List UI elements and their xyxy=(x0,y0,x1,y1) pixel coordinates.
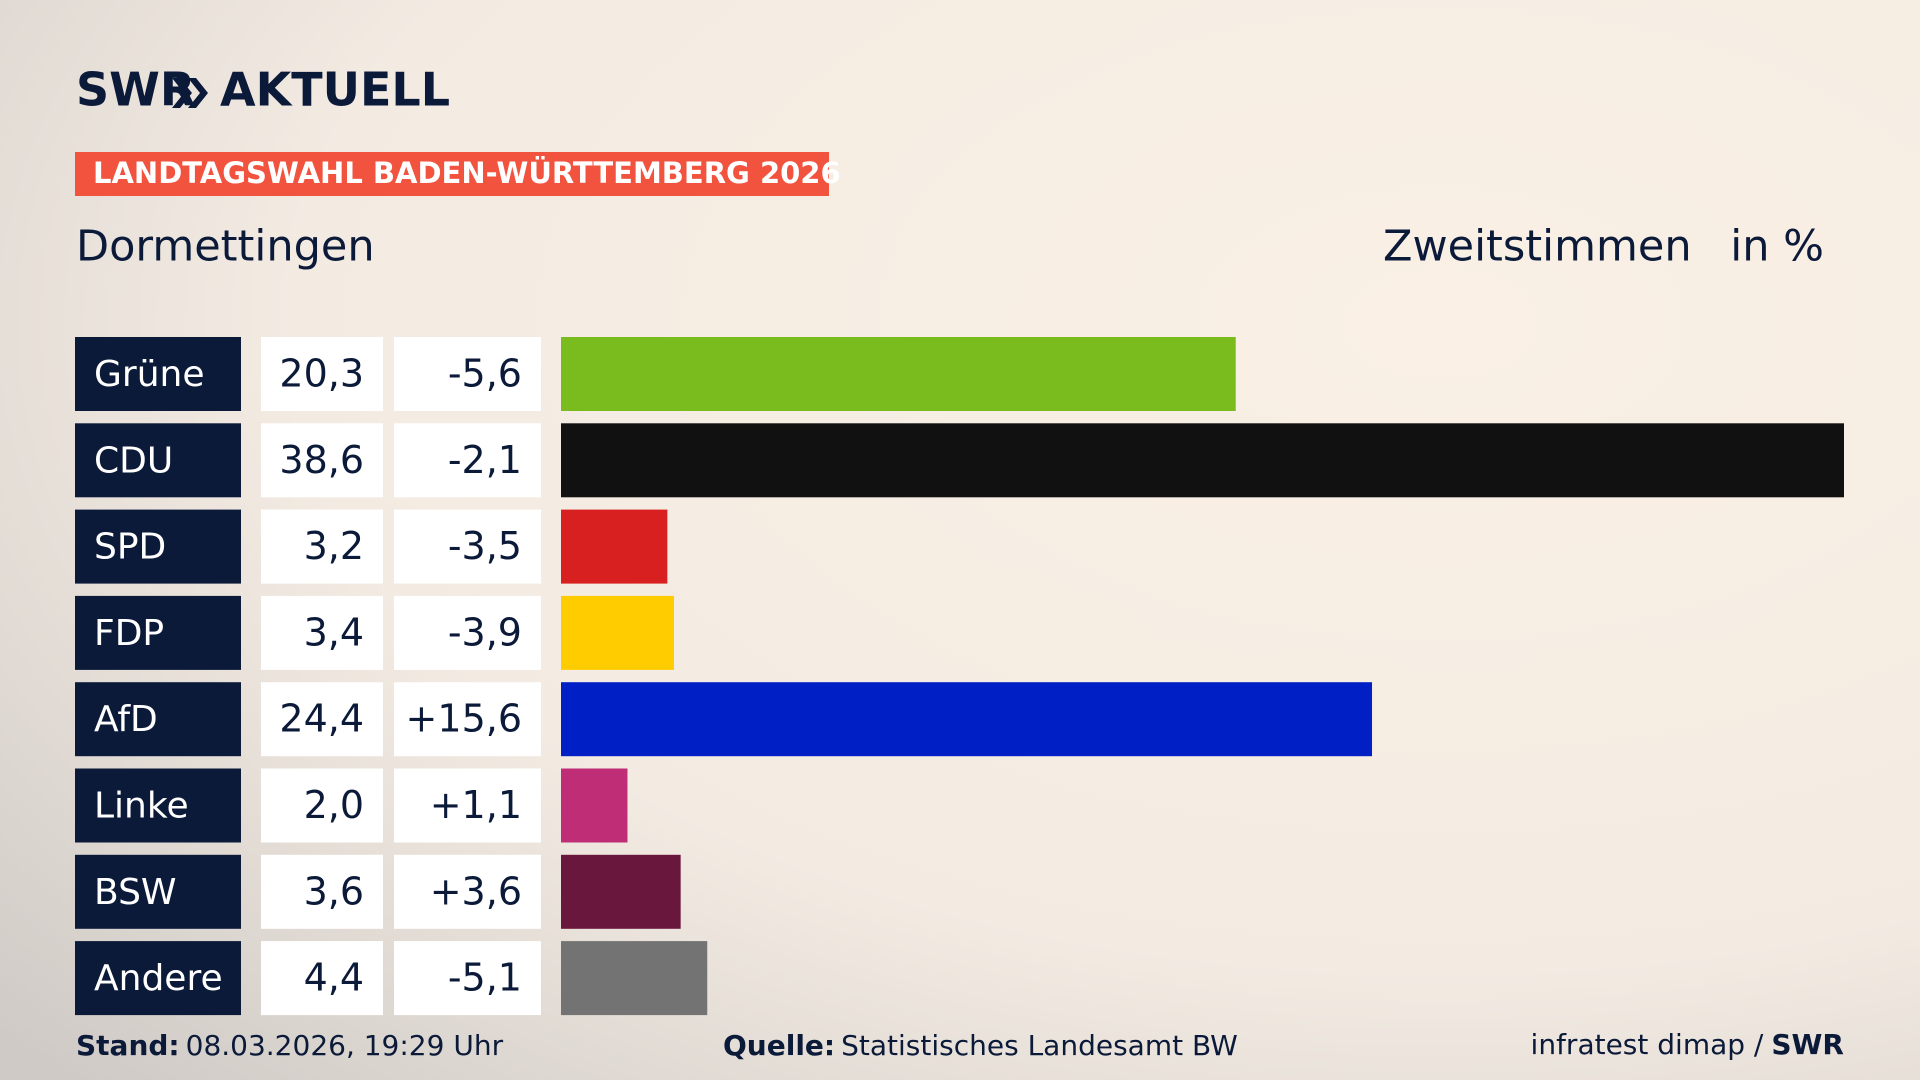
value-label: 24,4 xyxy=(279,697,364,741)
bar xyxy=(561,682,1373,757)
party-box xyxy=(75,941,241,1016)
banner: LANDTAGSWAHL BADEN-WÜRTTEMBERG 2026 xyxy=(93,156,841,190)
value-label: 20,3 xyxy=(279,352,364,396)
value-label: 3,2 xyxy=(304,524,364,568)
value-box xyxy=(261,941,383,1016)
logo-chevrons xyxy=(172,78,208,108)
party-name: Grüne xyxy=(94,354,204,395)
value-label: 3,6 xyxy=(304,869,364,913)
party-box xyxy=(75,595,241,670)
banner-box xyxy=(75,152,829,196)
measure: Zweitstimmen xyxy=(1383,222,1692,272)
value-label: 38,6 xyxy=(279,438,364,482)
bar xyxy=(561,941,708,1016)
party-box xyxy=(75,682,241,757)
credit-brand: SWR xyxy=(1771,1028,1844,1061)
party-box xyxy=(75,337,241,411)
change-label: -2,1 xyxy=(448,438,522,482)
party-box xyxy=(75,509,241,584)
party-box xyxy=(75,854,241,929)
change-label: +3,6 xyxy=(430,869,522,913)
value-box xyxy=(261,337,383,411)
bar xyxy=(561,854,681,929)
change-box xyxy=(394,941,541,1016)
bar xyxy=(561,595,675,670)
stand-value: 08.03.2026, 19:29 Uhr xyxy=(186,1029,504,1062)
value-box xyxy=(261,423,383,498)
logo: SWR AKTUELL xyxy=(76,63,450,117)
party-name: BSW xyxy=(94,872,177,913)
party-name: CDU xyxy=(94,440,173,481)
change-box xyxy=(394,595,541,670)
credit: infratest dimap / SWR xyxy=(1531,1028,1844,1061)
bar xyxy=(561,768,628,843)
source: Quelle: Statistisches Landesamt BW xyxy=(723,1029,1238,1062)
change-label: -5,1 xyxy=(448,956,522,1000)
value-box xyxy=(261,595,383,670)
source-value: Statistisches Landesamt BW xyxy=(841,1029,1238,1062)
value-label: 4,4 xyxy=(304,956,364,1000)
party-box xyxy=(75,423,241,498)
logo-product: AKTUELL xyxy=(220,63,450,117)
value-label: 2,0 xyxy=(304,783,364,827)
change-label: -3,5 xyxy=(448,524,522,568)
change-box xyxy=(394,423,541,498)
change-label: +15,6 xyxy=(406,697,522,741)
party-name: Andere xyxy=(94,958,223,999)
change-box xyxy=(394,854,541,929)
party-name: Linke xyxy=(94,786,189,827)
title: Dormettingen xyxy=(76,222,375,272)
party-name: FDP xyxy=(94,613,164,654)
unit: in % xyxy=(1730,222,1824,272)
party-name: AfD xyxy=(94,699,158,740)
party-name: SPD xyxy=(94,527,166,568)
change-label: +1,1 xyxy=(430,783,522,827)
party-box xyxy=(75,768,241,843)
value-box xyxy=(261,768,383,843)
value-box xyxy=(261,854,383,929)
bar xyxy=(561,423,1844,498)
source-label: Quelle: xyxy=(723,1029,835,1062)
value-box xyxy=(261,509,383,584)
bar xyxy=(561,337,1236,411)
change-label: -3,9 xyxy=(448,610,522,654)
change-box xyxy=(394,337,541,411)
value-label: 3,4 xyxy=(304,610,364,654)
stand-label: Stand: xyxy=(76,1029,180,1062)
stand: Stand: 08.03.2026, 19:29 Uhr xyxy=(76,1029,504,1062)
change-box xyxy=(394,509,541,584)
logo-brand: SWR xyxy=(76,63,195,117)
change-box xyxy=(394,682,541,757)
change-label: -5,6 xyxy=(448,352,522,396)
bar xyxy=(561,509,668,584)
change-box xyxy=(394,768,541,843)
value-box xyxy=(261,682,383,757)
credit-text: infratest dimap / xyxy=(1531,1028,1764,1061)
